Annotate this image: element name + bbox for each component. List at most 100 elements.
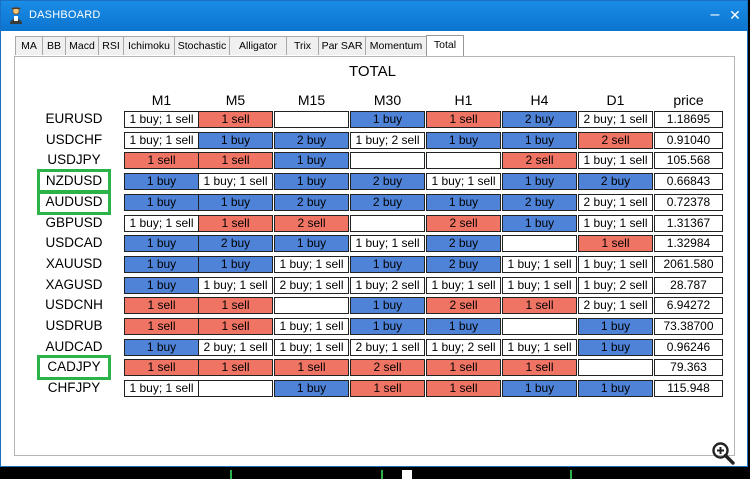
signal-cell: 1 buy — [426, 131, 501, 149]
symbol-label: USDCHF — [45, 131, 103, 147]
signal-cell: 1 buy — [502, 173, 577, 191]
signal-cell: 1 buy; 1 sell — [198, 276, 273, 294]
title-bar[interactable]: DASHBOARD – ✕ — [1, 1, 747, 31]
signal-cell: 1 buy; 1 sell — [350, 235, 425, 253]
signal-cell: 1 buy — [274, 173, 349, 191]
signal-cell: 1 buy — [124, 255, 199, 273]
signal-cell: 1 buy; 2 sell — [426, 338, 501, 356]
price-cell: 1.31367 — [654, 214, 723, 232]
symbol-label: USDJPY — [47, 152, 101, 168]
chart-marker — [381, 470, 383, 479]
signal-cell: 2 buy — [502, 111, 577, 128]
price-cell: 115.948 — [654, 380, 723, 398]
signal-cell: 1 buy; 1 sell — [502, 276, 577, 294]
signal-cell: 1 sell — [426, 380, 501, 398]
tab-par-sar[interactable]: Par SAR — [318, 36, 366, 55]
price-cell: 28.787 — [654, 276, 723, 294]
tab-stochastic[interactable]: Stochastic — [174, 36, 230, 55]
signal-cell: 1 sell — [198, 318, 273, 335]
price-cell: 6.94272 — [654, 297, 723, 315]
signal-cell: 1 buy — [502, 214, 577, 232]
minimize-icon[interactable]: – — [710, 6, 720, 23]
tab-alligator[interactable]: Alligator — [229, 36, 287, 55]
column-header-m5: M5 — [225, 92, 246, 108]
tab-momentum[interactable]: Momentum — [365, 36, 427, 55]
signal-cell: 1 buy — [198, 255, 273, 273]
symbol-label: AUDCAD — [45, 338, 103, 354]
tab-bb[interactable]: BB — [42, 36, 66, 55]
tab-trix[interactable]: Trix — [286, 36, 319, 55]
signal-cell: 1 buy — [578, 380, 653, 398]
signal-cell: 1 buy — [124, 276, 199, 294]
signal-cell: 1 buy; 1 sell — [124, 380, 199, 398]
signal-cell: 1 sell — [124, 359, 199, 377]
signal-cell: 2 buy; 1 sell — [198, 338, 273, 356]
signal-cell: 2 buy — [350, 193, 425, 211]
column-header-price: price — [673, 92, 704, 108]
close-icon[interactable]: ✕ — [729, 7, 741, 23]
signal-cell: 1 buy — [274, 152, 349, 170]
symbol-label: CHFJPY — [47, 380, 101, 396]
symbol-label: EURUSD — [45, 111, 103, 126]
tab-macd[interactable]: Macd — [65, 36, 99, 55]
signal-cell: 1 buy; 2 sell — [578, 276, 653, 294]
signal-cell: 1 buy; 1 sell — [578, 152, 653, 170]
signal-cell — [502, 235, 577, 253]
signal-cell: 1 buy — [198, 131, 273, 149]
signal-cell: 1 sell — [502, 297, 577, 315]
signal-cell: 1 sell — [426, 111, 501, 128]
tab-ma[interactable]: MA — [15, 36, 43, 55]
signal-cell: 1 sell — [578, 235, 653, 253]
signal-cell: 2 buy — [274, 193, 349, 211]
signal-cell: 1 buy — [124, 173, 199, 191]
signal-cell: 1 buy; 1 sell — [124, 214, 199, 232]
signal-cell: 2 sell — [502, 152, 577, 170]
tab-total[interactable]: Total — [426, 35, 464, 56]
chart-strip — [0, 467, 750, 479]
signal-cell: 2 sell — [426, 297, 501, 315]
signal-cell: 2 buy — [426, 235, 501, 253]
signal-cell: 1 sell — [198, 297, 273, 315]
signal-cell: 1 sell — [198, 111, 273, 128]
price-cell: 2061.580 — [654, 255, 723, 273]
signal-cell: 1 buy — [124, 338, 199, 356]
signal-cell: 2 buy — [578, 173, 653, 191]
signal-cell: 1 sell — [124, 152, 199, 170]
signal-cell: 2 buy; 1 sell — [578, 297, 653, 315]
signal-cell: 1 buy; 1 sell — [198, 173, 273, 191]
price-cell: 0.72378 — [654, 193, 723, 211]
signal-cell: 1 buy; 1 sell — [426, 173, 501, 191]
chart-marker — [230, 470, 232, 479]
tab-rsi[interactable]: RSI — [98, 36, 124, 55]
signal-cell: 1 buy; 1 sell — [124, 111, 199, 128]
signal-cell: 1 buy; 2 sell — [350, 131, 425, 149]
signal-cell: 2 buy — [198, 235, 273, 253]
signal-cell: 1 sell — [198, 359, 273, 377]
signal-cell: 1 sell — [274, 359, 349, 377]
tab-ichimoku[interactable]: Ichimoku — [123, 36, 175, 55]
signal-cell: 1 sell — [426, 359, 501, 377]
column-header-d1: D1 — [606, 92, 625, 108]
symbol-label: CADJPY — [47, 359, 101, 375]
signal-cell: 1 buy — [502, 131, 577, 149]
signal-cell: 1 sell — [124, 318, 199, 335]
signal-cell: 1 buy; 1 sell — [274, 338, 349, 356]
symbol-label: XAUUSD — [45, 255, 103, 271]
signal-cell: 2 buy — [502, 193, 577, 211]
signal-cell: 1 buy; 1 sell — [426, 276, 501, 294]
signal-cell: 2 buy — [274, 131, 349, 149]
signal-cell: 1 buy — [350, 255, 425, 273]
signal-cell: 1 buy — [426, 318, 501, 335]
symbol-label: USDRUB — [45, 318, 103, 333]
signal-cell: 1 buy — [578, 338, 653, 356]
symbol-label: XAGUSD — [45, 276, 103, 292]
signal-cell: 1 buy — [350, 318, 425, 335]
zoom-icon[interactable] — [710, 440, 736, 466]
signal-cell: 2 buy; 1 sell — [350, 338, 425, 356]
signal-cell: 1 buy — [578, 318, 653, 335]
signal-cell: 1 buy; 1 sell — [274, 318, 349, 335]
symbol-label: USDCNH — [45, 297, 103, 313]
price-cell: 0.66843 — [654, 173, 723, 191]
signal-cell: 2 buy — [426, 255, 501, 273]
price-cell: 105.568 — [654, 152, 723, 170]
